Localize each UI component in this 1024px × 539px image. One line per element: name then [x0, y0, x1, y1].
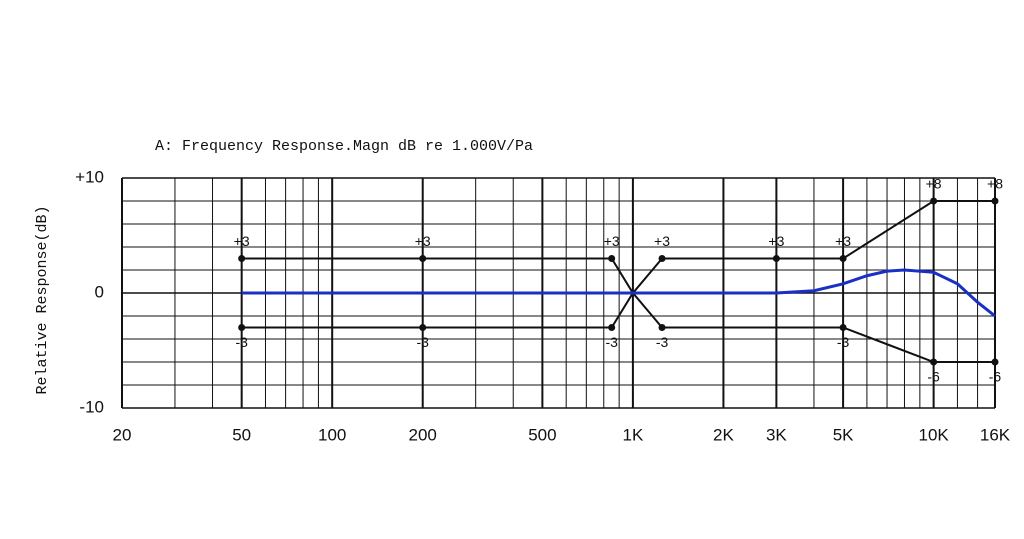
marker	[991, 197, 999, 205]
x-tick-label: 3K	[766, 425, 787, 444]
x-tick-label: 200	[409, 425, 437, 444]
series-line	[241, 291, 995, 363]
data-label: +3	[604, 233, 620, 249]
marker	[658, 324, 666, 331]
marker	[839, 324, 847, 331]
data-label: -3	[656, 334, 669, 350]
data-label: -6	[989, 369, 1002, 385]
y-axis-label: Relative Response(dB)	[34, 205, 51, 394]
data-label: -3	[235, 334, 248, 350]
data-label: +3	[234, 233, 250, 249]
y-tick-label: -10	[79, 397, 104, 416]
x-tick-label: 500	[528, 425, 556, 444]
marker	[608, 255, 616, 262]
x-tick-label: 100	[318, 425, 346, 444]
x-tick-label: 10K	[918, 425, 949, 444]
marker	[991, 358, 999, 366]
x-tick-label: 5K	[833, 425, 854, 444]
marker	[419, 255, 427, 262]
marker	[238, 255, 246, 262]
chart-title: A: Frequency Response.Magn dB re 1.000V/…	[155, 138, 533, 155]
x-tick-label: 2K	[713, 425, 734, 444]
data-label: -3	[837, 334, 850, 350]
data-label: +3	[654, 233, 670, 249]
marker	[930, 197, 938, 205]
data-label: +3	[768, 233, 784, 249]
marker	[772, 255, 780, 262]
marker	[839, 255, 847, 262]
x-tick-label: 50	[232, 425, 251, 444]
y-tick-label: 0	[95, 282, 104, 301]
data-label: +3	[835, 233, 851, 249]
x-tick-label: 16K	[980, 425, 1011, 444]
data-label: +8	[987, 176, 1003, 192]
marker	[608, 324, 616, 331]
marker	[419, 324, 427, 331]
marker	[238, 324, 246, 331]
data-label: -3	[416, 334, 429, 350]
x-tick-label: 20	[113, 425, 132, 444]
data-label: -6	[927, 369, 940, 385]
series-line	[241, 268, 996, 318]
marker	[658, 255, 666, 262]
x-tick-label: 1K	[623, 425, 644, 444]
data-label: +3	[415, 233, 431, 249]
marker	[930, 358, 938, 366]
y-tick-label: +10	[75, 167, 104, 186]
data-label: -3	[605, 334, 618, 350]
data-label: +8	[926, 176, 942, 192]
